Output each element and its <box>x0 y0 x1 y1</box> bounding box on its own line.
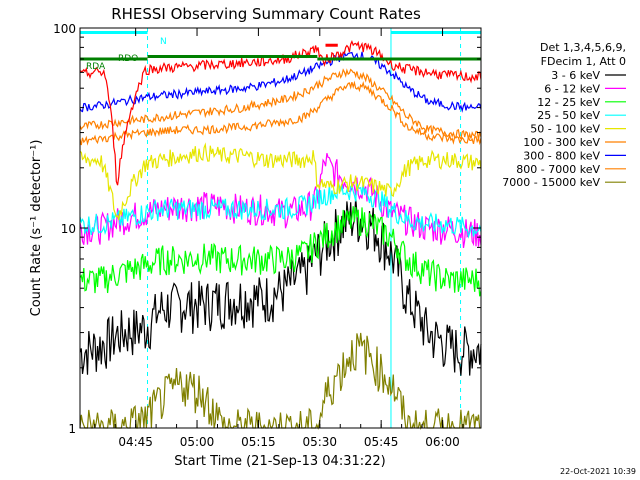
x-tick-label-3: 05:30 <box>302 435 337 449</box>
legend-label-3: 25 - 50 keV <box>537 109 600 122</box>
series-line-2 <box>79 206 482 297</box>
series-line-4 <box>79 142 482 220</box>
series-line-top <box>79 40 482 186</box>
legend: Det 1,3,4,5,6,9,FDecim 1, Att 03 - 6 keV… <box>502 41 626 189</box>
series-line-0 <box>79 197 482 376</box>
plot-area: N RDO RDA <box>79 28 482 430</box>
series-line-3 <box>79 181 482 239</box>
x-tick-label-4: 05:45 <box>364 435 399 449</box>
series-line-8 <box>79 332 481 430</box>
legend-label-4: 50 - 100 keV <box>530 123 600 136</box>
legend-label-5: 100 - 300 keV <box>523 136 600 149</box>
y-tick-label-1: 10 <box>61 222 76 236</box>
legend-label-6: 300 - 800 keV <box>523 149 600 162</box>
legend-label-8: 7000 - 15000 keV <box>502 176 600 189</box>
state-label-n: N <box>160 37 167 47</box>
y-axis-label: Count Rate (s⁻¹ detector⁻¹) <box>29 140 44 317</box>
chart-title: RHESSI Observing Summary Count Rates <box>111 5 421 23</box>
y-tick-label-2: 100 <box>53 22 76 36</box>
x-axis-label: Start Time (21-Sep-13 04:31:22) <box>174 454 385 469</box>
x-tick-label-0: 04:45 <box>118 435 153 449</box>
state-label-rda: RDA <box>86 62 106 72</box>
legend-label-2: 12 - 25 keV <box>537 96 600 109</box>
state-label-rdo: RDO <box>118 54 138 64</box>
x-tick-label-2: 05:15 <box>241 435 276 449</box>
y-tick-label-0: 1 <box>68 422 76 436</box>
series-line-1 <box>79 153 482 248</box>
legend-label-1: 6 - 12 keV <box>544 82 600 95</box>
x-tick-label-1: 05:00 <box>180 435 215 449</box>
legend-label-7: 800 - 7000 keV <box>516 163 600 176</box>
x-tick-label-5: 06:00 <box>425 435 460 449</box>
x-axis: 04:45 05:00 05:15 05:30 05:45 06:00 <box>94 28 464 449</box>
footer-timestamp: 22-Oct-2021 10:39 <box>560 467 636 476</box>
series-line-5 <box>79 68 482 141</box>
legend-header-1: FDecim 1, Att 0 <box>541 55 626 68</box>
legend-label-0: 3 - 6 keV <box>551 69 600 82</box>
y-axis: 1 10 100 <box>53 22 481 436</box>
series-line-7 <box>79 80 482 146</box>
legend-header-0: Det 1,3,4,5,6,9, <box>540 41 626 54</box>
series-line-6 <box>79 50 482 113</box>
